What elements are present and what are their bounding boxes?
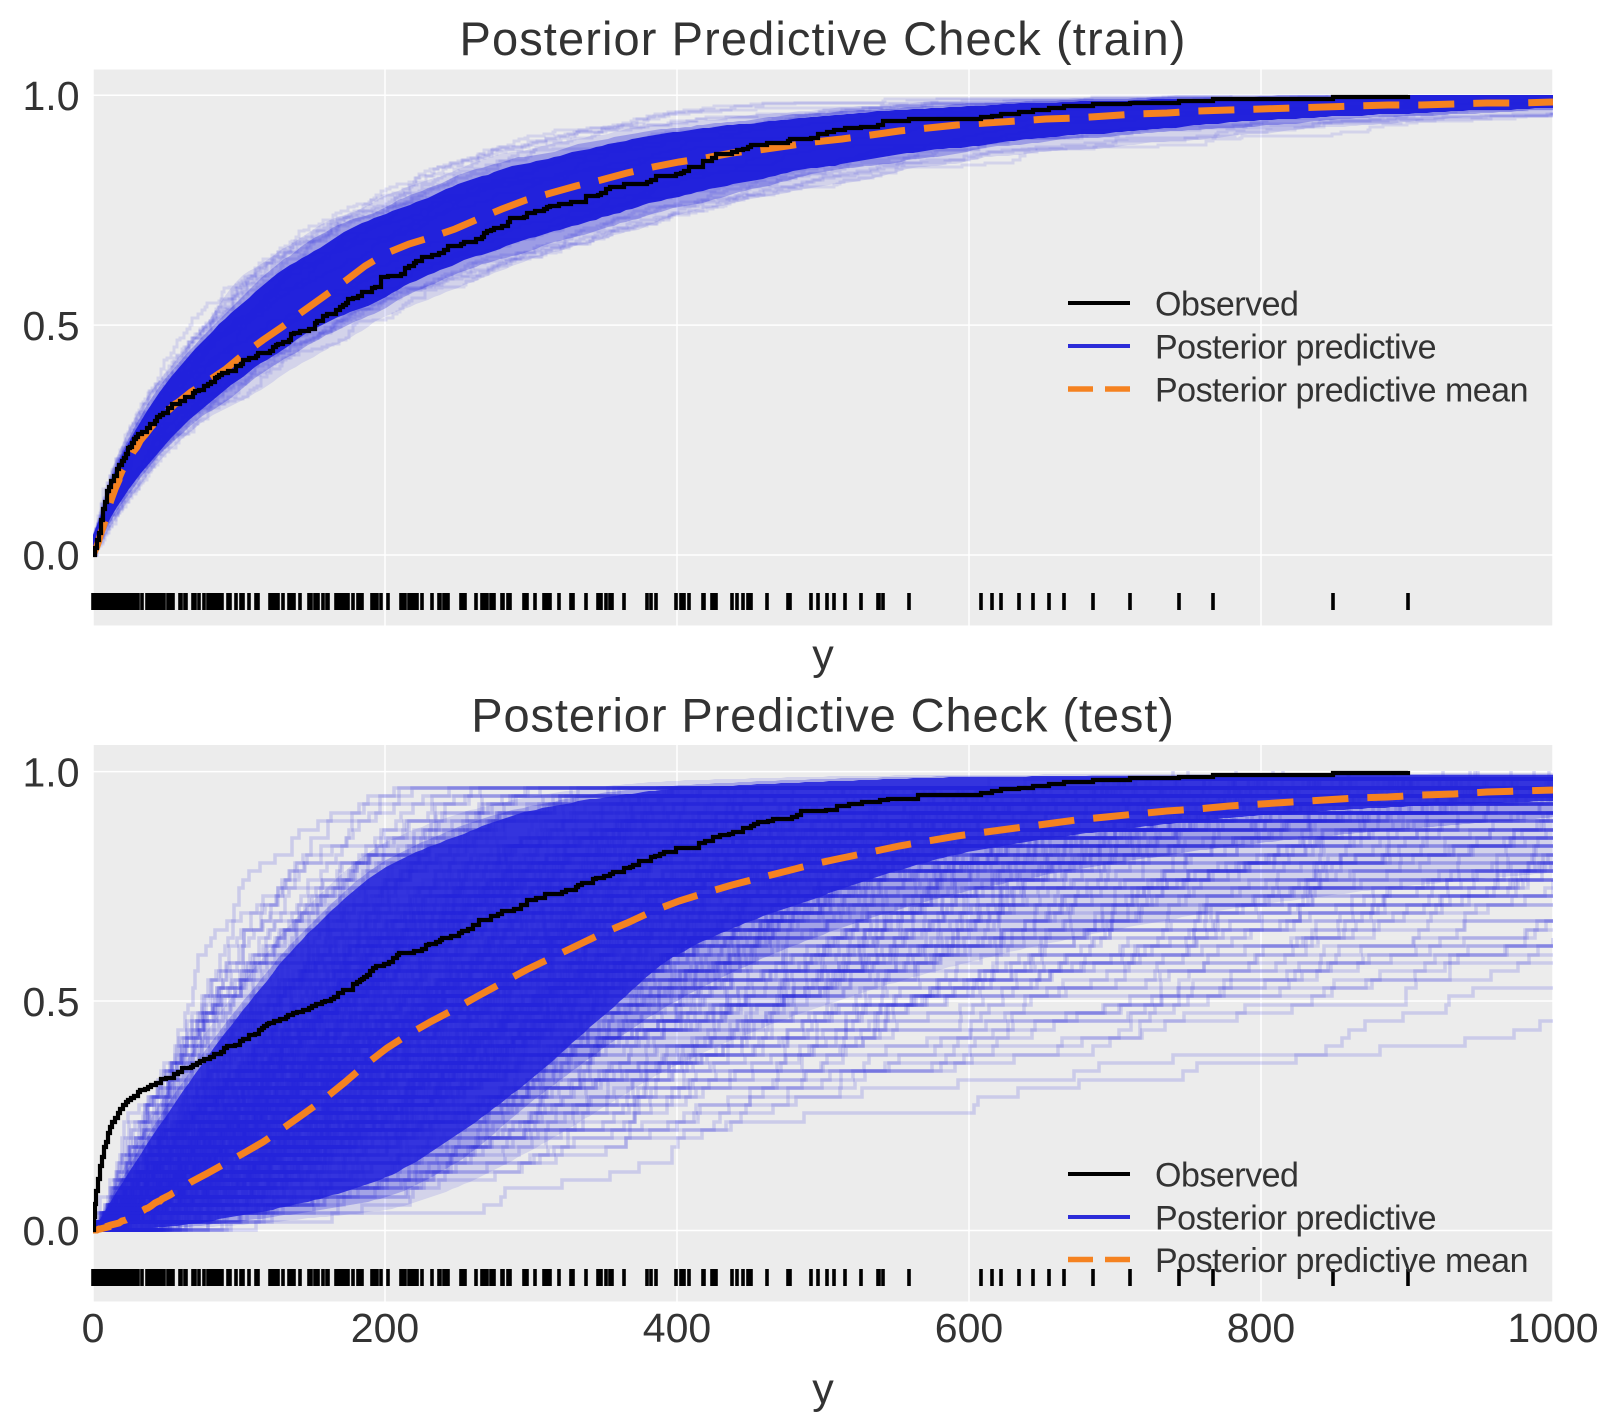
svg-text:Observed: Observed	[1155, 1156, 1298, 1194]
svg-text:Posterior predictive: Posterior predictive	[1155, 328, 1436, 366]
svg-text:800: 800	[1227, 1305, 1295, 1351]
svg-text:Posterior predictive mean: Posterior predictive mean	[1155, 371, 1528, 409]
svg-text:Posterior predictive mean: Posterior predictive mean	[1155, 1242, 1528, 1280]
svg-text:0: 0	[82, 1305, 105, 1351]
svg-text:Posterior predictive: Posterior predictive	[1155, 1199, 1436, 1237]
svg-text:0.5: 0.5	[23, 303, 80, 349]
svg-text:1.0: 1.0	[23, 73, 80, 119]
svg-text:200: 200	[351, 1305, 419, 1351]
svg-text:Posterior Predictive Check (te: Posterior Predictive Check (test)	[471, 689, 1175, 742]
svg-text:0.0: 0.0	[23, 1208, 80, 1254]
svg-text:0.5: 0.5	[23, 979, 80, 1025]
svg-text:0.0: 0.0	[23, 533, 80, 579]
svg-text:y: y	[812, 631, 834, 679]
svg-text:600: 600	[935, 1305, 1003, 1351]
svg-text:1000: 1000	[1507, 1305, 1598, 1351]
svg-text:Observed: Observed	[1155, 285, 1298, 323]
svg-text:400: 400	[643, 1305, 711, 1351]
svg-text:1.0: 1.0	[23, 749, 80, 795]
svg-text:y: y	[812, 1365, 834, 1413]
svg-text:Posterior Predictive Check (tr: Posterior Predictive Check (train)	[460, 12, 1187, 65]
